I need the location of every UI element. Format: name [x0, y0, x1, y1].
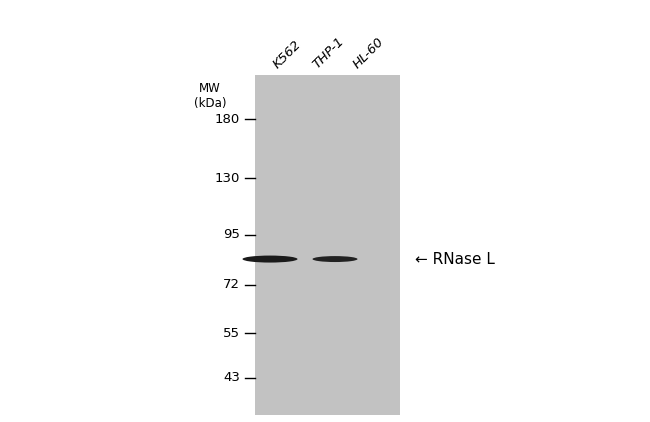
Text: 130: 130	[214, 171, 240, 184]
Ellipse shape	[242, 256, 298, 262]
Text: 180: 180	[214, 113, 240, 126]
Text: MW
(kDa): MW (kDa)	[194, 82, 226, 110]
Ellipse shape	[313, 256, 358, 262]
Text: HL-60: HL-60	[351, 35, 387, 71]
Text: 55: 55	[223, 327, 240, 340]
Text: THP-1: THP-1	[311, 34, 347, 71]
Bar	[255, 75, 400, 415]
Text: 95: 95	[223, 228, 240, 241]
Text: 43: 43	[223, 371, 240, 384]
Text: 72: 72	[223, 278, 240, 291]
Text: ← RNase L: ← RNase L	[415, 252, 495, 267]
Text: K562: K562	[271, 38, 304, 71]
